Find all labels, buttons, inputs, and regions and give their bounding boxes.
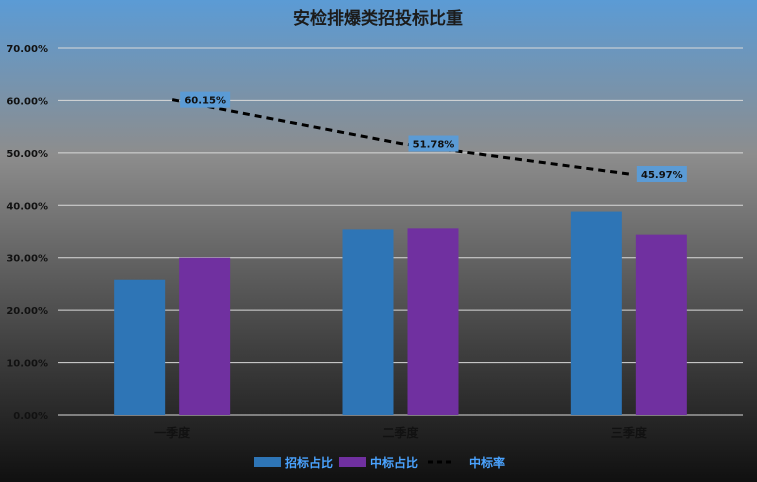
chart-title: 安检排爆类招投标比重 — [293, 8, 463, 29]
y-tick-label: 70.00% — [6, 44, 48, 55]
rate-line: 60.15% 51.78% 45.97% — [171, 91, 687, 182]
bar — [114, 279, 166, 415]
y-tick-label: 30.00% — [6, 254, 48, 265]
data-label: 60.15% — [184, 96, 226, 107]
data-label: 51.78% — [413, 140, 455, 151]
y-axis-ticks: 0.00% 10.00% 20.00% 30.00% 40.00% 50.00% 60.00… — [6, 44, 48, 422]
bar — [407, 228, 459, 415]
data-label-box — [636, 165, 687, 182]
x-tick-label: 三季度 — [611, 425, 648, 440]
data-label-box — [408, 135, 459, 152]
y-tick-label: 50.00% — [6, 149, 48, 160]
bars — [114, 211, 687, 415]
y-tick-label: 40.00% — [6, 201, 48, 212]
legend-label: 中标占比 — [370, 455, 418, 470]
bar — [570, 211, 622, 415]
x-tick-label: 一季度 — [154, 425, 191, 440]
y-tick-label: 20.00% — [6, 306, 48, 317]
legend-swatch — [254, 457, 281, 467]
bar — [179, 257, 231, 415]
data-label-box — [180, 91, 231, 108]
legend-swatch — [339, 457, 366, 467]
x-axis-categories: 一季度 二季度 三季度 — [154, 425, 648, 440]
legend-label: 中标率 — [469, 455, 505, 470]
legend: 招标占比 中标占比 中标率 — [254, 455, 505, 470]
bar — [342, 229, 394, 415]
legend-label: 招标占比 — [285, 455, 333, 470]
y-tick-label: 60.00% — [6, 96, 48, 107]
bar — [635, 234, 687, 415]
series-line — [171, 98, 630, 176]
y-tick-label: 10.00% — [6, 359, 48, 370]
y-tick-label: 0.00% — [13, 411, 48, 422]
x-tick-label: 二季度 — [382, 425, 419, 440]
data-label: 45.97% — [641, 170, 683, 181]
